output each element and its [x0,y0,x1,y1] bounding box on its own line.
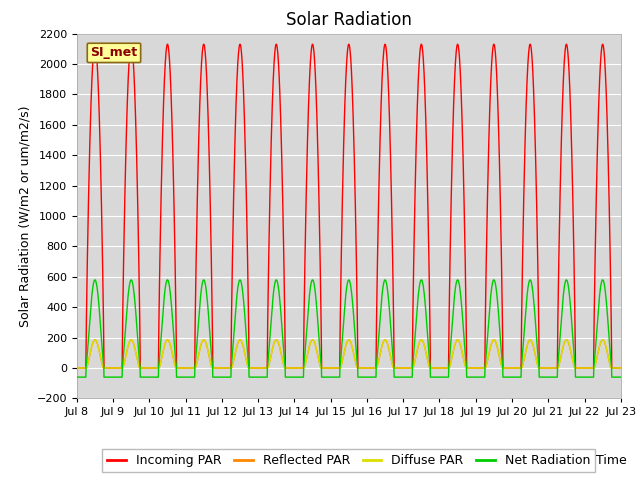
Title: Solar Radiation: Solar Radiation [286,11,412,29]
Y-axis label: Solar Radiation (W/m2 or um/m2/s): Solar Radiation (W/m2 or um/m2/s) [18,105,31,327]
Legend: Incoming PAR, Reflected PAR, Diffuse PAR, Net Radiation: Incoming PAR, Reflected PAR, Diffuse PAR… [102,449,595,472]
Text: SI_met: SI_met [90,47,138,60]
Text: Time: Time [596,454,627,467]
